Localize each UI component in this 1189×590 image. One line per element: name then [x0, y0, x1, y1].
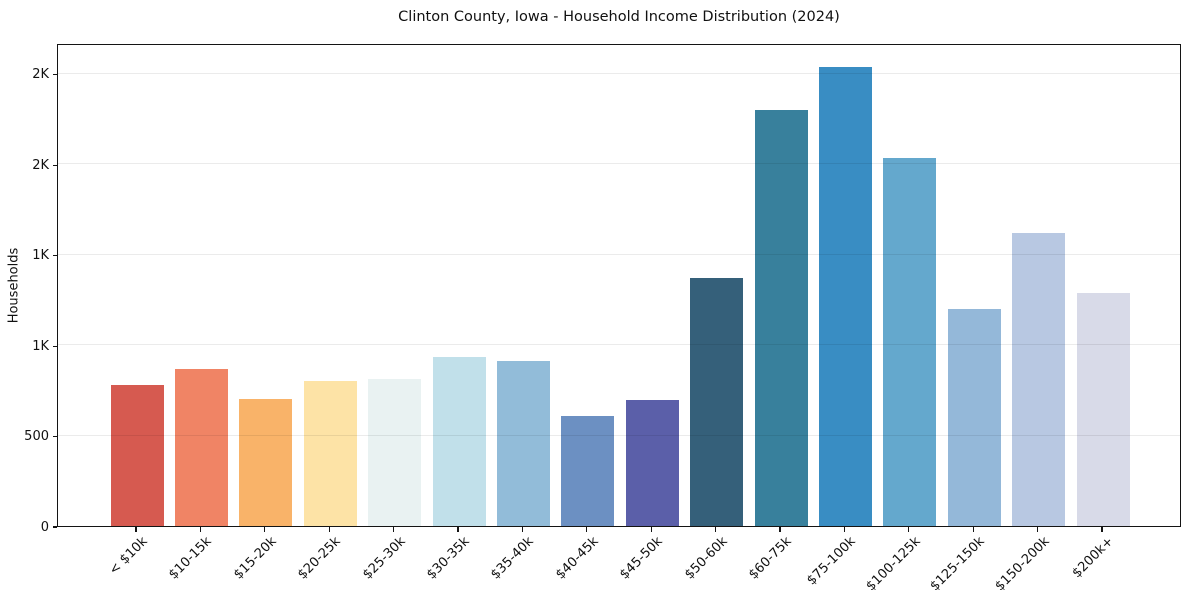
x-tick-label: $30-35k — [424, 534, 473, 583]
y-tick-mark — [53, 74, 57, 76]
bar-$60-75k — [754, 109, 808, 526]
bar-$75-100k — [818, 66, 872, 526]
x-tick-mark — [779, 527, 781, 532]
x-tick-label: $60-75k — [746, 534, 795, 583]
y-tick-mark — [53, 164, 57, 166]
x-tick-label: $125-150k — [927, 534, 988, 590]
y-tick-label: 2K — [32, 67, 49, 83]
x-tick-mark — [843, 527, 845, 532]
x-tick-label: $150-200k — [992, 534, 1053, 590]
y-axis-label: Households — [6, 247, 22, 324]
x-tick-mark — [393, 527, 395, 532]
y-tick-mark — [53, 255, 57, 257]
y-tick-label: 0 — [40, 519, 49, 535]
x-tick-label: $15-20k — [230, 534, 280, 583]
chart-title: Clinton County, Iowa - Household Income … — [398, 9, 840, 25]
x-tick-mark — [457, 527, 459, 532]
bar-$40-45k — [561, 415, 615, 526]
bar-$30-35k — [432, 356, 486, 526]
x-tick-mark — [908, 527, 910, 532]
y-tick-label: 1K — [32, 338, 49, 354]
x-tick-label: $45-50k — [617, 534, 666, 583]
x-tick-label: $25-30k — [359, 534, 409, 583]
y-tick-mark — [53, 435, 57, 438]
x-tick-mark — [972, 527, 974, 532]
bar-$10-15k — [174, 368, 228, 526]
bar-$150-200k — [1012, 232, 1066, 526]
y-tick-label: 1K — [32, 248, 49, 264]
x-tick-label: $20-25k — [295, 534, 344, 583]
bar-$20-25k — [303, 381, 357, 526]
bar-$200k+ — [1076, 292, 1130, 526]
x-tick-mark — [328, 527, 330, 532]
x-tick-label: $35-40k — [488, 534, 537, 583]
x-tick-label: $50-60k — [681, 534, 731, 583]
bar-$100-125k — [883, 157, 937, 526]
x-tick-mark — [264, 527, 266, 532]
bar-$50-60k — [690, 278, 744, 526]
y-tick-label: 2K — [32, 157, 49, 173]
x-tick-mark — [650, 527, 652, 532]
bar-$35-40k — [496, 361, 550, 526]
y-tick-label: 500 — [24, 429, 49, 445]
x-tick-mark — [1101, 527, 1103, 532]
x-tick-mark — [586, 527, 588, 532]
x-tick-label: $200k+ — [1069, 534, 1117, 582]
x-tick-label: < $10k — [106, 534, 151, 579]
bar-$125-150k — [947, 308, 1001, 526]
x-tick-label: $75-100k — [804, 534, 859, 589]
plot-area — [57, 44, 1181, 527]
x-tick-mark — [521, 527, 523, 532]
y-tick-mark — [53, 526, 57, 528]
x-tick-mark — [199, 527, 201, 532]
bars-layer — [58, 45, 1180, 526]
x-tick-label: $40-45k — [552, 534, 602, 583]
bar-< $10k — [110, 384, 164, 526]
x-tick-mark — [1037, 527, 1039, 532]
x-tick-label: $100-125k — [863, 534, 924, 590]
bar-$45-50k — [625, 400, 679, 526]
bar-$25-30k — [368, 379, 422, 526]
x-tick-label: $10-15k — [166, 534, 215, 583]
x-tick-mark — [715, 527, 717, 532]
bar-$15-20k — [239, 399, 293, 526]
y-tick-mark — [53, 345, 57, 347]
x-tick-mark — [135, 527, 137, 532]
